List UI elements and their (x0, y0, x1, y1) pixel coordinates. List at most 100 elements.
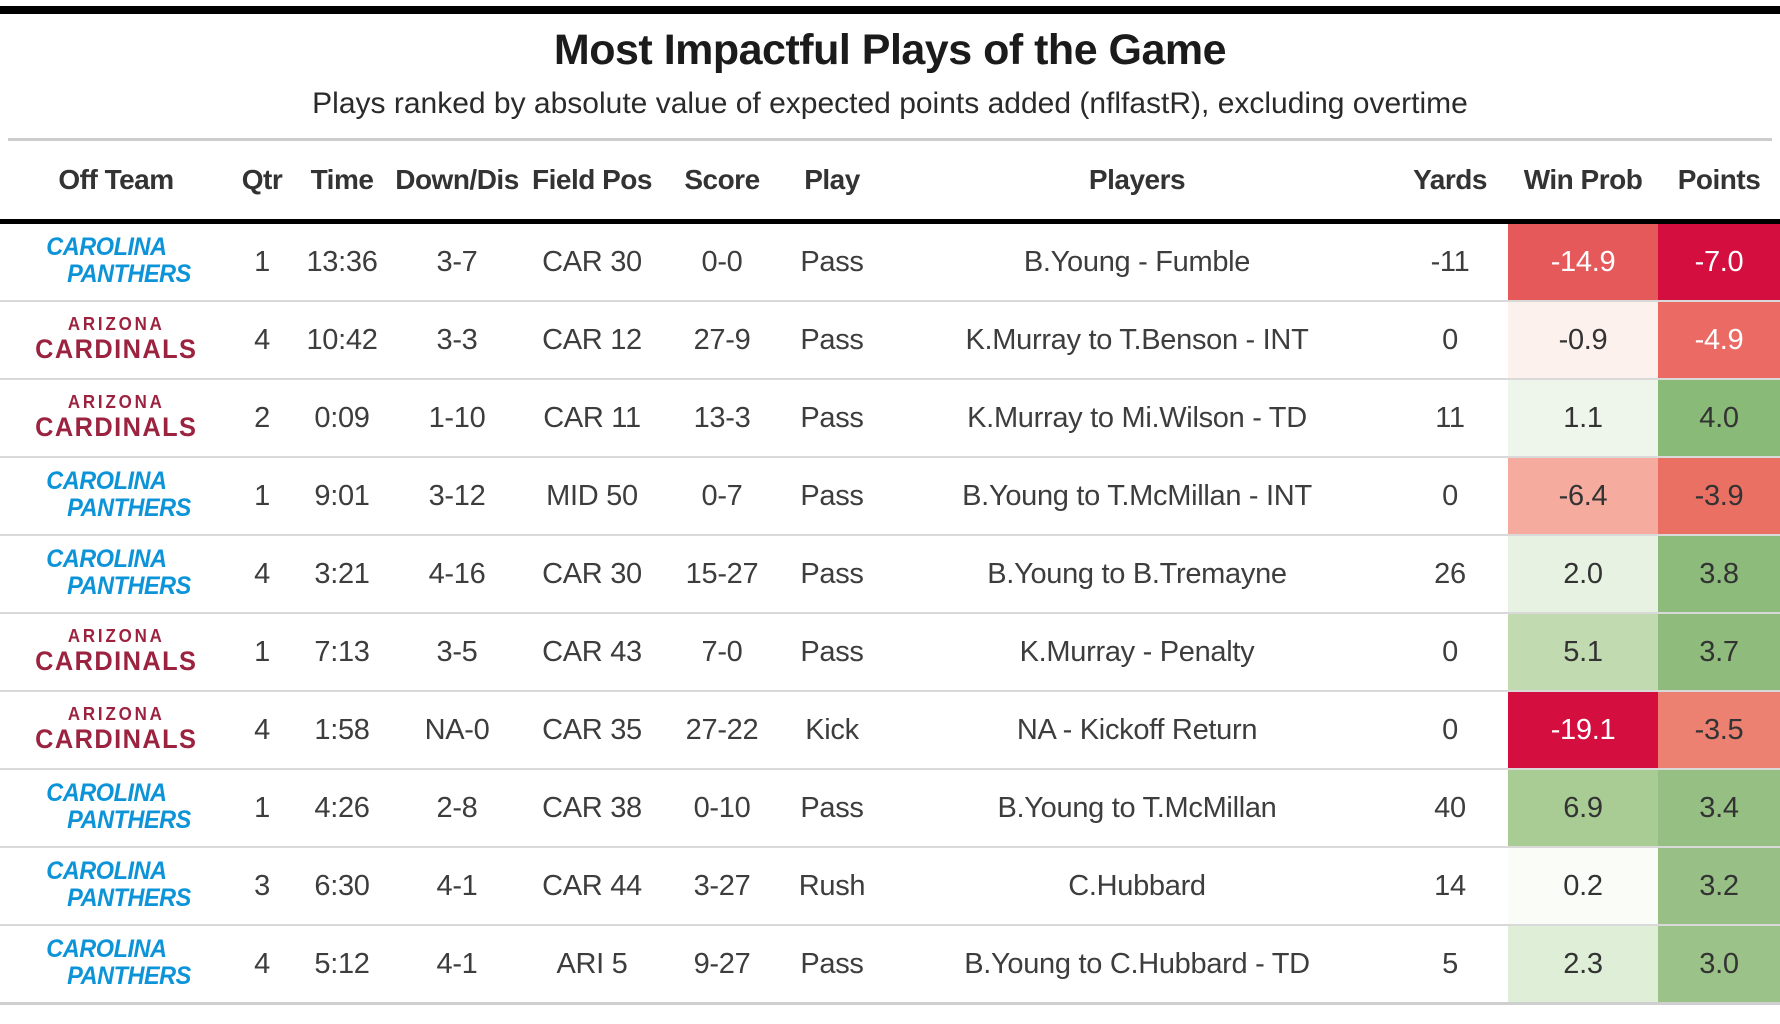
cell-score: 0-10 (662, 768, 782, 847)
page-title: Most Impactful Plays of the Game (553, 26, 1227, 74)
cell-time: 5:12 (292, 924, 392, 1005)
cardinals-wordmark: ARIZONA CARDINALS (35, 393, 197, 441)
cell-play: Pass (782, 612, 882, 691)
cell-points: -3.5 (1658, 690, 1780, 769)
cell-play: Rush (782, 846, 882, 925)
cell-points: -3.9 (1658, 456, 1780, 535)
table-row: ARIZONA CARDINALS 4 1:58 NA-0 CAR 35 27-22 Kick… (0, 690, 1780, 769)
cell-time: 9:01 (292, 456, 392, 535)
cell-score: 13-3 (662, 378, 782, 457)
table-row: ARIZONA CARDINALS 1 7:13 3-5 CAR 43 7-0 Pass K.M… (0, 612, 1780, 691)
panthers-wordmark: CAROLINA PANTHERS (46, 936, 191, 989)
cell-down-dis: 2-8 (392, 768, 522, 847)
column-header-down-dis: Down/Dis (392, 141, 522, 224)
team-wordmark-line: CARDINALS (34, 645, 198, 676)
cell-off-team: ARIZONA CARDINALS (0, 690, 232, 769)
cell-time: 7:13 (292, 612, 392, 691)
cell-down-dis: 3-5 (392, 612, 522, 691)
team-wordmark-line: CAROLINA (46, 934, 167, 963)
plays-table: Off Team Qtr Time Down/Dis Field Pos Score Pla… (0, 141, 1780, 1005)
team-wordmark-line: CARDINALS (34, 411, 198, 442)
column-header-yards: Yards (1392, 141, 1508, 224)
team-wordmark-line: CAROLINA (46, 778, 167, 807)
header-row: Off Team Qtr Time Down/Dis Field Pos Score Pla… (0, 141, 1780, 224)
cell-play: Pass (782, 534, 882, 613)
cell-field-pos: CAR 35 (522, 690, 662, 769)
cell-time: 1:58 (292, 690, 392, 769)
cell-qtr: 1 (254, 245, 270, 278)
column-header-time: Time (292, 141, 392, 224)
cell-play: Pass (800, 245, 864, 278)
cell-yards: 11 (1392, 378, 1508, 457)
cell-play: Kick (782, 690, 882, 769)
cell-time: 13:36 (306, 245, 378, 278)
team-wordmark-line: PANTHERS (67, 259, 192, 288)
table-row: CAROLINA PANTHERS 1 13:36 3-7 CAR 30 0-0 Pass B.… (0, 221, 1780, 301)
cell-score: 3-27 (662, 846, 782, 925)
cell-players: B.Young to T.McMillan (882, 768, 1392, 847)
cell-score: 27-22 (662, 690, 782, 769)
cell-off-team: ARIZONA CARDINALS (0, 378, 232, 457)
cell-players: B.Young to C.Hubbard - TD (882, 924, 1392, 1005)
cell-field-pos: CAR 44 (522, 846, 662, 925)
team-wordmark-line: ARIZONA (67, 703, 165, 724)
cardinals-wordmark: ARIZONA CARDINALS (35, 705, 197, 753)
team-wordmark-line: PANTHERS (67, 883, 192, 912)
cell-win-prob: 0.2 (1508, 846, 1658, 925)
cell-field-pos: MID 50 (522, 456, 662, 535)
team-wordmark-line: PANTHERS (67, 805, 192, 834)
cell-field-pos: CAR 30 (522, 534, 662, 613)
cell-field-pos: CAR 12 (522, 300, 662, 379)
page-subtitle: Plays ranked by absolute value of expect… (312, 87, 1468, 120)
cell-field-pos: CAR 11 (522, 378, 662, 457)
cell-players: C.Hubbard (882, 846, 1392, 925)
cell-yards: 5 (1392, 924, 1508, 1005)
cell-qtr: 2 (232, 378, 292, 457)
team-wordmark-line: CAROLINA (46, 232, 167, 261)
panthers-wordmark: CAROLINA PANTHERS (46, 468, 191, 521)
column-header-score: Score (662, 141, 782, 224)
column-header-points: Points (1658, 141, 1780, 224)
team-wordmark-line: CARDINALS (34, 333, 198, 364)
team-wordmark-line: PANTHERS (67, 961, 192, 990)
cell-qtr: 4 (232, 924, 292, 1005)
team-wordmark-line: PANTHERS (67, 493, 192, 522)
cell-play: Pass (782, 456, 882, 535)
cell-time: 6:30 (292, 846, 392, 925)
cell-time: 4:26 (292, 768, 392, 847)
cell-score: 9-27 (662, 924, 782, 1005)
cell-players: B.Young to T.McMillan - INT (882, 456, 1392, 535)
panthers-wordmark: CAROLINA PANTHERS (46, 234, 191, 287)
table-row: CAROLINA PANTHERS 3 6:30 4-1 CAR 44 3-27 Rush C.… (0, 846, 1780, 925)
cell-yards: 0 (1392, 456, 1508, 535)
cell-win-prob: 1.1 (1508, 378, 1658, 457)
cell-score: 27-9 (662, 300, 782, 379)
cell-points: -7.0 (1658, 221, 1780, 301)
team-wordmark-line: CARDINALS (34, 723, 198, 754)
cell-win-prob: 5.1 (1508, 612, 1658, 691)
cell-field-pos: ARI 5 (522, 924, 662, 1005)
cell-win-prob: -0.9 (1508, 300, 1658, 379)
cell-off-team: ARIZONA CARDINALS (0, 612, 232, 691)
column-header-field-pos: Field Pos (522, 141, 662, 224)
cell-yards: 40 (1392, 768, 1508, 847)
cardinals-wordmark: ARIZONA CARDINALS (35, 627, 197, 675)
cell-win-prob: -19.1 (1508, 690, 1658, 769)
cell-field-pos: CAR 38 (522, 768, 662, 847)
table-row: CAROLINA PANTHERS 1 9:01 3-12 MID 50 0-7 Pass B.… (0, 456, 1780, 535)
cell-down-dis: 3-12 (392, 456, 522, 535)
cell-yards: 0 (1392, 612, 1508, 691)
cell-points: 3.0 (1658, 924, 1780, 1005)
team-wordmark-line: CAROLINA (46, 466, 167, 495)
cell-score: 0-0 (701, 245, 743, 278)
cell-down-dis: 4-1 (392, 924, 522, 1005)
cell-qtr: 4 (232, 300, 292, 379)
cell-qtr: 1 (232, 768, 292, 847)
cell-play: Pass (782, 300, 882, 379)
cell-win-prob: -14.9 (1508, 221, 1658, 301)
column-header-play: Play (782, 141, 882, 224)
cell-win-prob: 2.3 (1508, 924, 1658, 1005)
cell-time: 10:42 (292, 300, 392, 379)
cell-down-dis: 3-7 (436, 245, 478, 278)
panthers-wordmark: CAROLINA PANTHERS (46, 546, 191, 599)
